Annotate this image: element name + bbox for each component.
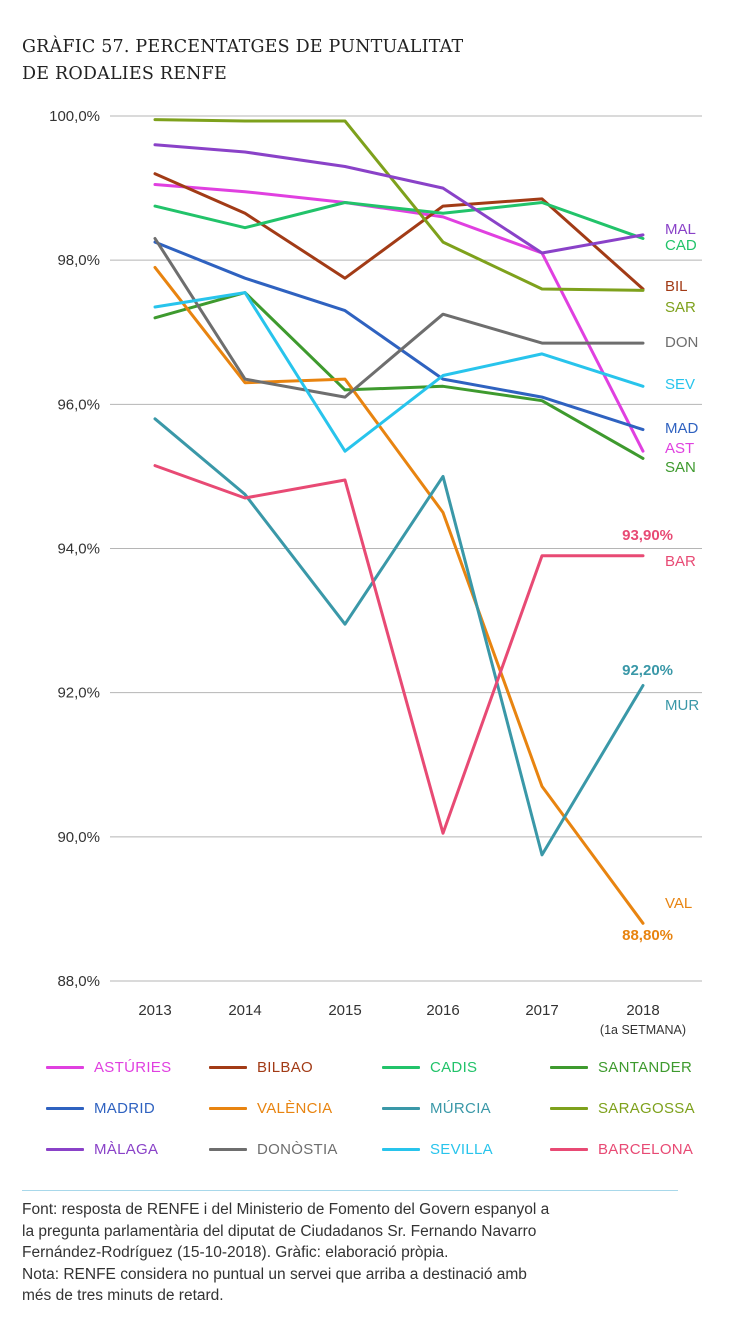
legend-item: VALÈNCIA — [209, 1098, 382, 1118]
legend-swatch — [550, 1106, 588, 1110]
footnote-divider — [22, 1190, 678, 1191]
legend-swatch — [46, 1065, 84, 1069]
legend-label: VALÈNCIA — [257, 1099, 333, 1117]
x-tick-label: 2017 — [525, 1002, 558, 1019]
legend-item: MÚRCIA — [382, 1098, 550, 1118]
series-code-label: SAN — [665, 459, 696, 476]
series-line-ast — [153, 183, 645, 453]
y-axis-tick-labels: 100,0% 98,0% 96,0% 94,0% 92,0% 90,0% 88,0% — [49, 108, 100, 990]
y-tick-label: 88,0% — [57, 973, 100, 990]
chart-legend: ASTÚRIES BILBAO CADIS SANTANDER MADRID VALÈNC… — [46, 1057, 716, 1159]
legend-swatch — [550, 1065, 588, 1069]
y-tick-label: 98,0% — [57, 252, 100, 269]
legend-label: CADIS — [430, 1058, 478, 1076]
legend-label: ASTÚRIES — [94, 1058, 172, 1076]
legend-label: MÚRCIA — [430, 1099, 491, 1117]
chart-title-line-1: GRÀFIC 57. PERCENTATGES DE PUNTUALITAT — [22, 37, 464, 57]
footnote: Font: resposta de RENFE i del Ministerio… — [22, 1199, 702, 1307]
footnote-line-4: Nota: RENFE considera no puntual un serv… — [22, 1265, 527, 1283]
legend-item: CADIS — [382, 1057, 550, 1077]
series-line-sar — [153, 118, 645, 292]
legend-item: MADRID — [46, 1098, 209, 1118]
legend-item: DONÒSTIA — [209, 1139, 382, 1159]
series-line-don — [153, 237, 645, 399]
x-tick-sublabel: (1a SETMANA) — [600, 1023, 686, 1037]
series-end-labels: AST BIL CAD SAN MAD VAL 88,80% MUR 92,20% SAR MAL D… — [622, 221, 699, 944]
legend-item: SARAGOSSA — [550, 1098, 710, 1118]
x-tick-label: 2015 — [328, 1002, 361, 1019]
legend-label: BARCELONA — [598, 1140, 694, 1158]
series-code-label: MAL — [665, 221, 696, 238]
series-code-label: MUR — [665, 697, 699, 714]
y-tick-label: 92,0% — [57, 685, 100, 702]
y-tick-label: 96,0% — [57, 396, 100, 413]
legend-label: BILBAO — [257, 1058, 313, 1076]
series-code-label: AST — [665, 440, 694, 457]
series-line-val — [153, 265, 645, 925]
x-tick-label: 2018 — [626, 1002, 659, 1019]
series-line-mad — [153, 240, 645, 432]
legend-label: SEVILLA — [430, 1140, 493, 1158]
series-code-label: VAL — [665, 895, 692, 912]
legend-label: SANTANDER — [598, 1058, 693, 1076]
series-line-mal — [153, 143, 645, 255]
footnote-line-3: Fernández-Rodríguez (15-10-2018). Gràfic… — [22, 1244, 449, 1261]
legend-item: SEVILLA — [382, 1139, 550, 1159]
y-tick-label: 94,0% — [57, 541, 100, 558]
series-line-sev — [153, 291, 645, 453]
legend-label: DONÒSTIA — [257, 1140, 338, 1158]
grid-lines — [110, 115, 702, 982]
series-line-mur — [153, 417, 645, 857]
legend-swatch — [382, 1065, 420, 1069]
series-line-bar — [153, 464, 645, 835]
series-code-label: BIL — [665, 278, 688, 295]
chart-title: GRÀFIC 57. PERCENTATGES DE PUNTUALITAT D… — [22, 34, 463, 88]
legend-item: SANTANDER — [550, 1057, 710, 1077]
x-tick-label: 2013 — [138, 1002, 171, 1019]
chart-title-line-2: DE RODALIES RENFE — [22, 64, 228, 84]
legend-swatch — [550, 1147, 588, 1151]
legend-item: BILBAO — [209, 1057, 382, 1077]
legend-item: BARCELONA — [550, 1139, 710, 1159]
legend-swatch — [382, 1147, 420, 1151]
legend-swatch — [382, 1106, 420, 1110]
series-line-bil — [153, 172, 645, 291]
x-tick-label: 2016 — [426, 1002, 459, 1019]
series-value-label: 93,90% — [622, 527, 673, 544]
series-code-label: BAR — [665, 553, 696, 570]
series-code-label: SAR — [665, 299, 696, 316]
series-lines — [153, 118, 645, 925]
footnote-line-5: més de tres minuts de retard. — [22, 1287, 224, 1304]
legend-label: SARAGOSSA — [598, 1099, 695, 1117]
series-code-label: CAD — [665, 237, 697, 254]
legend-swatch — [46, 1106, 84, 1110]
x-axis-tick-labels: 2013 2014 2015 2016 2017 2018 (1a SETMANA) — [138, 1002, 686, 1037]
series-code-label: DON — [665, 334, 698, 351]
series-line-cad — [153, 201, 645, 240]
footnote-line-1: Font: resposta de RENFE i del Ministerio… — [22, 1201, 550, 1218]
series-code-label: MAD — [665, 420, 699, 437]
legend-swatch — [209, 1147, 247, 1151]
series-code-label: SEV — [665, 376, 695, 393]
series-line-san — [153, 291, 645, 460]
x-tick-label: 2014 — [228, 1002, 261, 1019]
legend-swatch — [209, 1065, 247, 1069]
legend-label: MADRID — [94, 1099, 155, 1117]
series-value-label: 88,80% — [622, 927, 673, 944]
legend-swatch — [46, 1147, 84, 1151]
legend-swatch — [209, 1106, 247, 1110]
legend-label: MÀLAGA — [94, 1140, 159, 1158]
y-tick-label: 100,0% — [49, 108, 100, 125]
legend-item: MÀLAGA — [46, 1139, 209, 1159]
footnote-line-2: la pregunta parlamentària del diputat de… — [22, 1222, 537, 1240]
line-chart: 100,0% 98,0% 96,0% 94,0% 92,0% 90,0% 88,0% 201… — [49, 108, 702, 1037]
legend-item: ASTÚRIES — [46, 1057, 209, 1077]
y-tick-label: 90,0% — [57, 829, 100, 846]
series-value-label: 92,20% — [622, 662, 673, 679]
